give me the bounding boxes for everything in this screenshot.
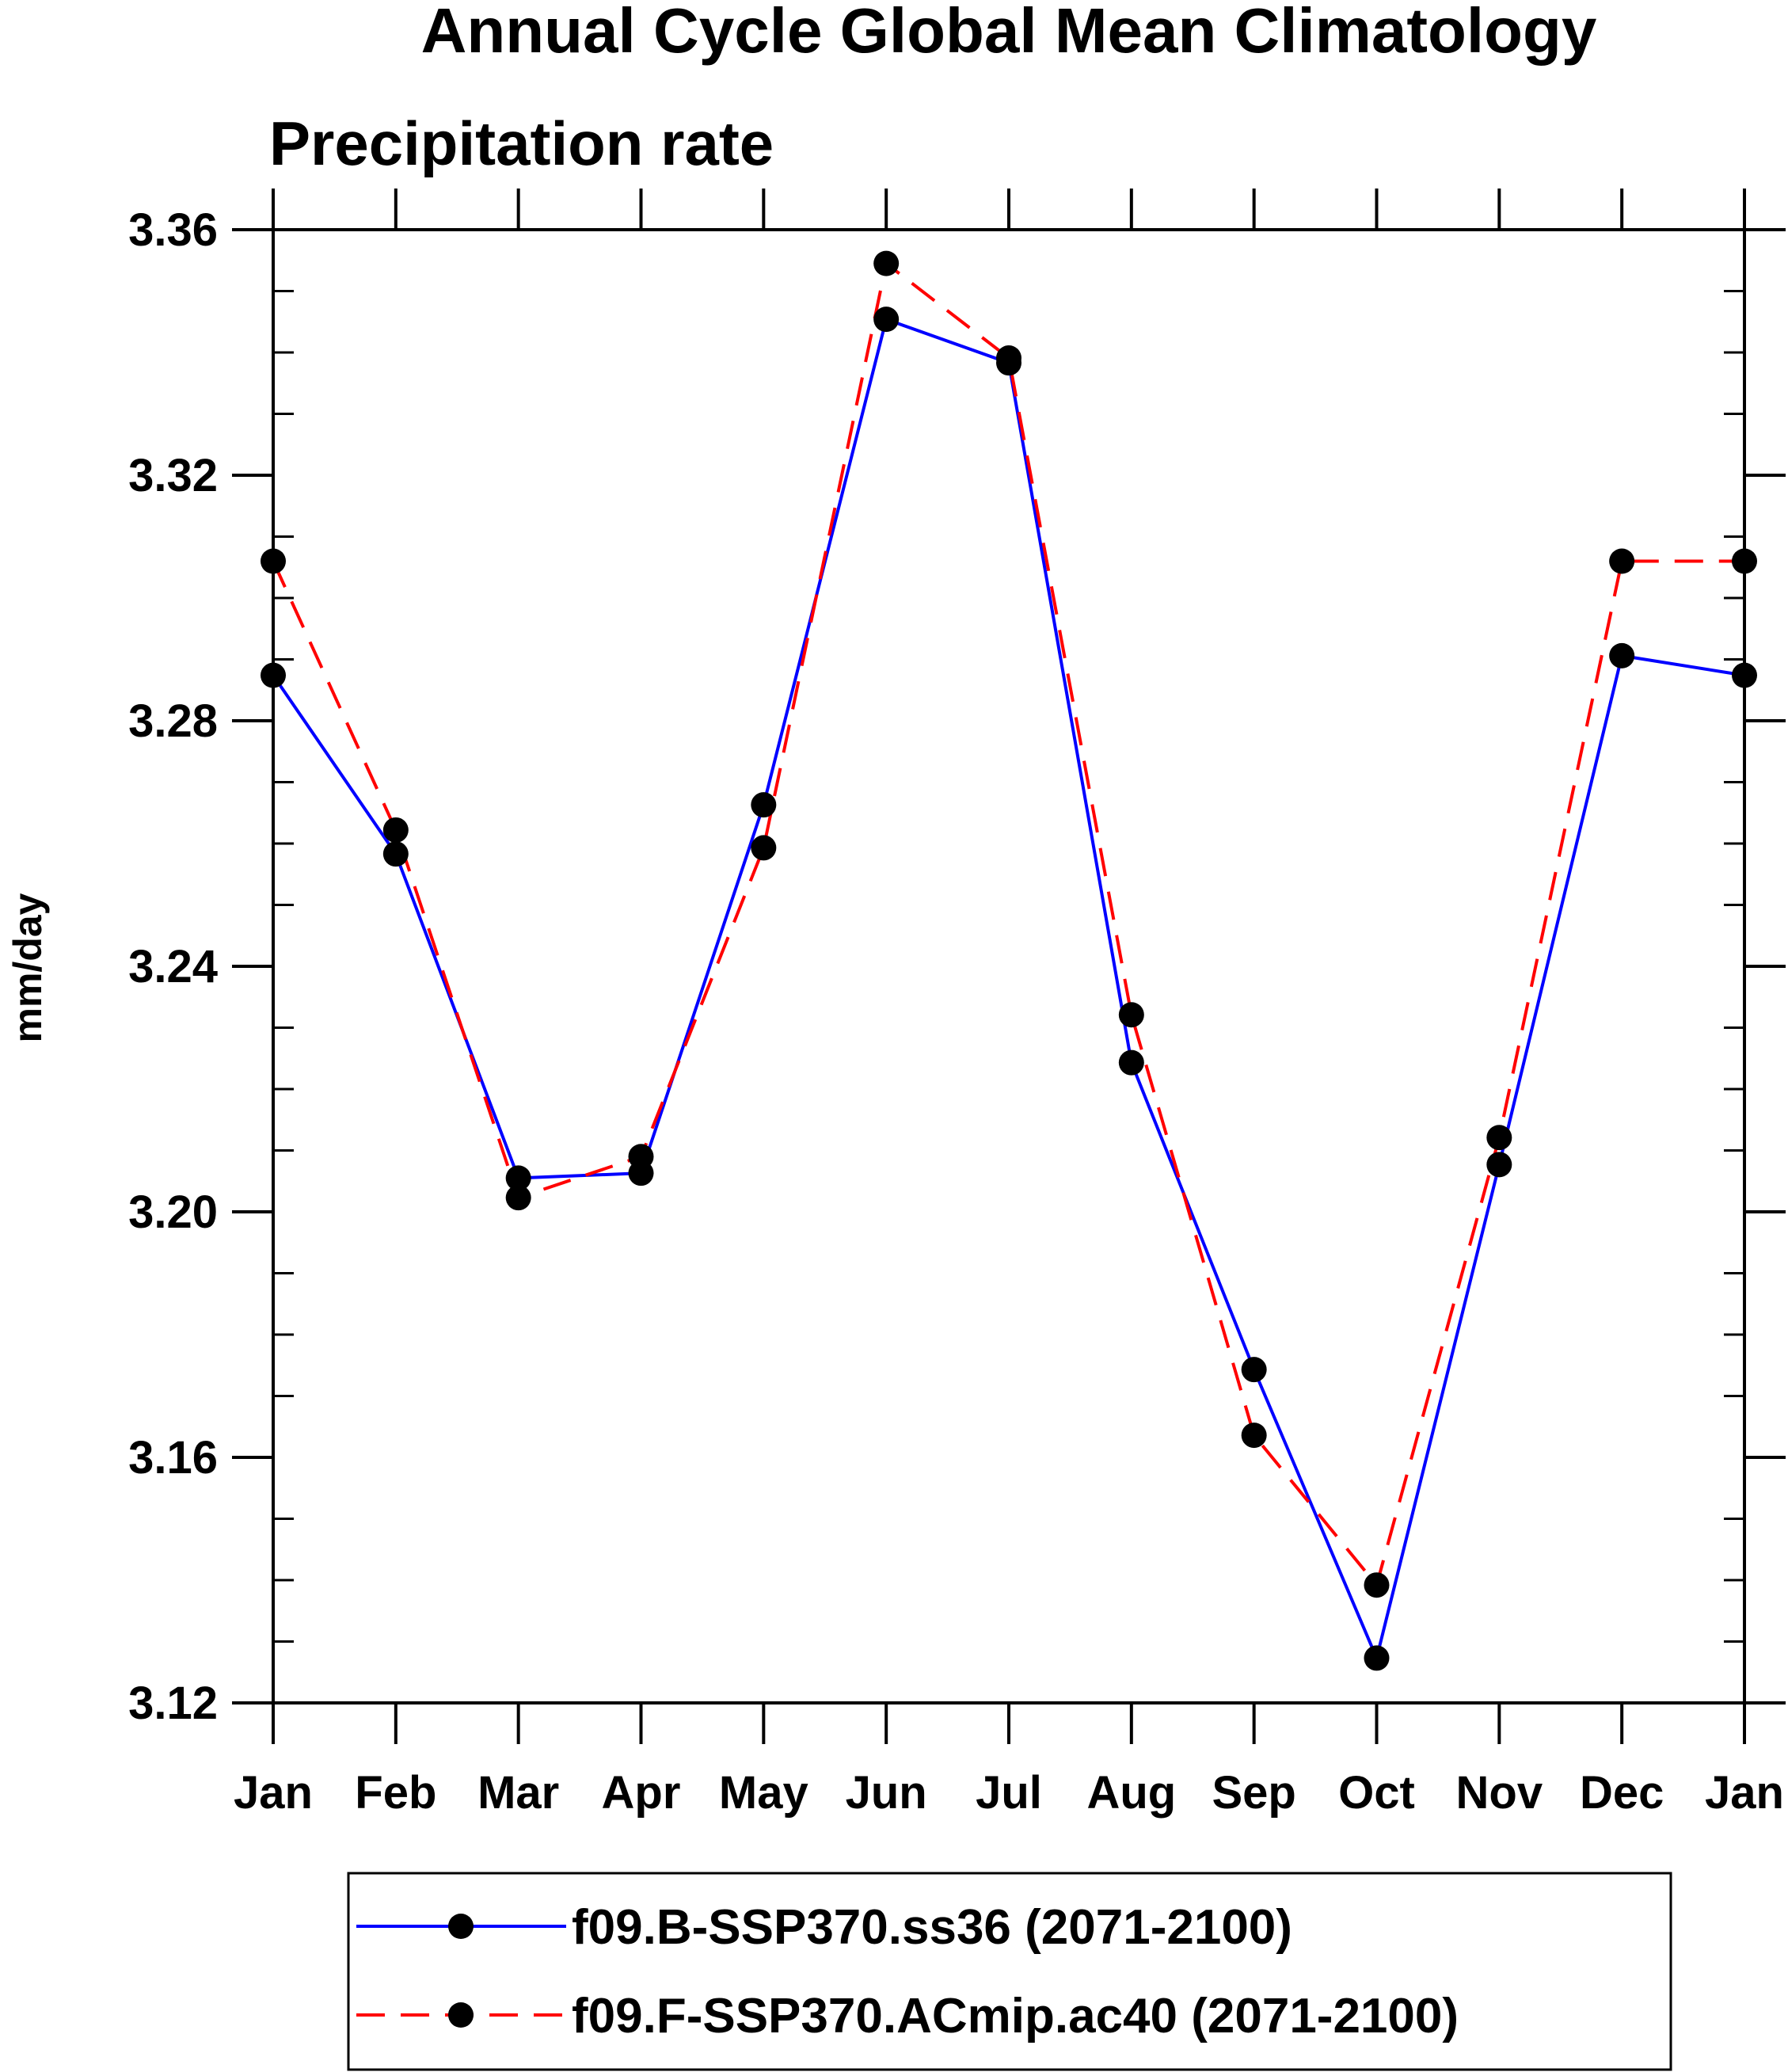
legend-entries: f09.B-SSP370.ss36 (2071-2100) f09.F-SSP37… — [356, 1900, 1459, 2043]
series-2-point — [751, 835, 777, 861]
x-tick-label: Jan — [234, 1767, 313, 1819]
y-axis-label: mm/day — [6, 893, 50, 1042]
series-2-point — [628, 1144, 654, 1170]
chart-subtitle: Precipitation rate — [269, 109, 774, 178]
legend-marker-2 — [448, 2002, 474, 2028]
series-1-point — [751, 792, 777, 818]
x-tick-label: Apr — [602, 1767, 681, 1819]
series-1-point — [1364, 1645, 1390, 1671]
x-tick-label: Aug — [1086, 1767, 1176, 1819]
legend-label-2: f09.F-SSP370.ACmip.ac40 (2071-2100) — [572, 1989, 1459, 2043]
series-1-point — [1241, 1357, 1267, 1383]
series-2-point — [1118, 1002, 1144, 1028]
legend: f09.B-SSP370.ss36 (2071-2100) f09.F-SSP37… — [347, 1872, 1672, 2071]
series-2-point — [382, 817, 409, 843]
x-tick-label: Oct — [1338, 1767, 1415, 1819]
series-line-2 — [272, 261, 1744, 1587]
y-tick-label: 3.20 — [128, 1186, 218, 1238]
series-2-point — [996, 345, 1021, 371]
x-tick-label: Jun — [846, 1767, 927, 1819]
x-tick-label: Sep — [1212, 1767, 1295, 1819]
legend-box — [347, 1872, 1672, 2071]
x-tick-label: May — [719, 1767, 808, 1819]
series-2-point — [1241, 1423, 1267, 1449]
plot-series — [261, 250, 1757, 1671]
x-tick-label: Nov — [1456, 1767, 1543, 1819]
series-1-point — [505, 1165, 531, 1191]
legend-marker-1 — [448, 1914, 474, 1939]
legend-label-1: f09.B-SSP370.ss36 (2071-2100) — [572, 1900, 1292, 1955]
series-2-point — [1609, 548, 1635, 574]
series-1-point — [873, 307, 900, 333]
series-1-point — [382, 841, 409, 867]
series-1-point — [1609, 642, 1635, 668]
x-tick-label: Dec — [1580, 1767, 1664, 1819]
y-tick-label: 3.28 — [128, 695, 218, 747]
x-tick-label: Jan — [1705, 1767, 1784, 1819]
series-1-point — [1486, 1152, 1512, 1178]
x-tick-label: Mar — [477, 1767, 559, 1819]
plot-frame — [272, 228, 1746, 1704]
series-2-point — [505, 1185, 531, 1211]
series-2-point — [1364, 1572, 1390, 1598]
x-tick-label: Jul — [976, 1767, 1042, 1819]
axis-ticks: Jan Feb Mar Apr May Jun Jul Aug Sep Oct Nov Dec Jan 3… — [128, 189, 1786, 1819]
y-tick-label: 3.36 — [128, 204, 218, 256]
series-2-point — [1486, 1125, 1512, 1151]
y-tick-label: 3.24 — [128, 941, 218, 992]
y-tick-label: 3.16 — [128, 1432, 218, 1484]
y-tick-label: 3.32 — [128, 450, 218, 501]
chart-title: Annual Cycle Global Mean Climatology — [421, 0, 1597, 66]
series-1-point — [1118, 1049, 1144, 1076]
x-tick-label: Feb — [355, 1767, 436, 1819]
y-tick-label: 3.12 — [128, 1678, 218, 1729]
series-line-1 — [272, 318, 1745, 1660]
series-2-point — [873, 250, 900, 276]
